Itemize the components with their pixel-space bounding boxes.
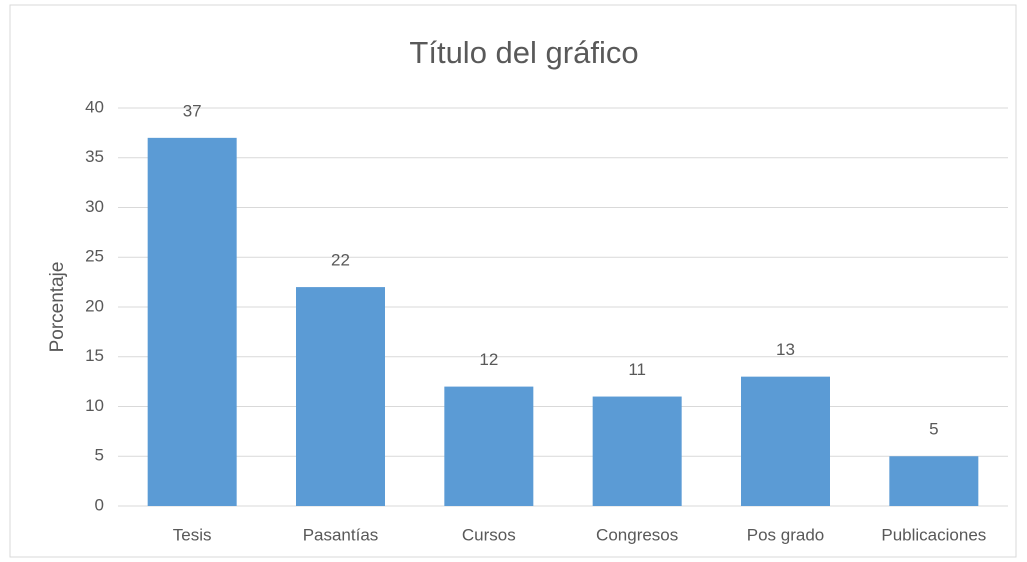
y-tick-label: 0: [95, 495, 104, 514]
y-tick-label: 20: [85, 296, 104, 315]
data-label: 11: [628, 360, 646, 379]
x-tick-label: Tesis: [173, 525, 212, 544]
y-tick-label: 5: [95, 446, 104, 465]
y-tick-label: 30: [85, 197, 104, 216]
y-axis-label: Porcentaje: [47, 262, 68, 353]
bar: [444, 386, 534, 506]
data-label: 12: [479, 350, 498, 369]
x-tick-label: Pasantías: [303, 525, 379, 544]
y-tick-label: 10: [85, 396, 104, 415]
y-tick-label: 15: [85, 346, 104, 365]
bar: [147, 137, 237, 506]
bar: [889, 456, 979, 506]
data-label: 5: [929, 420, 938, 439]
x-tick-label: Cursos: [462, 525, 516, 544]
data-label: 37: [183, 101, 202, 120]
y-tick-label: 40: [85, 97, 104, 116]
bar: [741, 376, 830, 506]
data-label: 13: [776, 340, 795, 359]
chart-title: Título del gráfico: [409, 35, 638, 70]
data-label: 22: [331, 251, 350, 270]
x-tick-label: Pos grado: [747, 525, 825, 544]
x-tick-label: Publicaciones: [881, 525, 986, 544]
bar: [296, 287, 385, 506]
x-tick-label: Congresos: [596, 525, 678, 544]
y-tick-label: 25: [85, 247, 104, 266]
y-tick-label: 35: [85, 147, 104, 166]
bar: [592, 396, 682, 506]
